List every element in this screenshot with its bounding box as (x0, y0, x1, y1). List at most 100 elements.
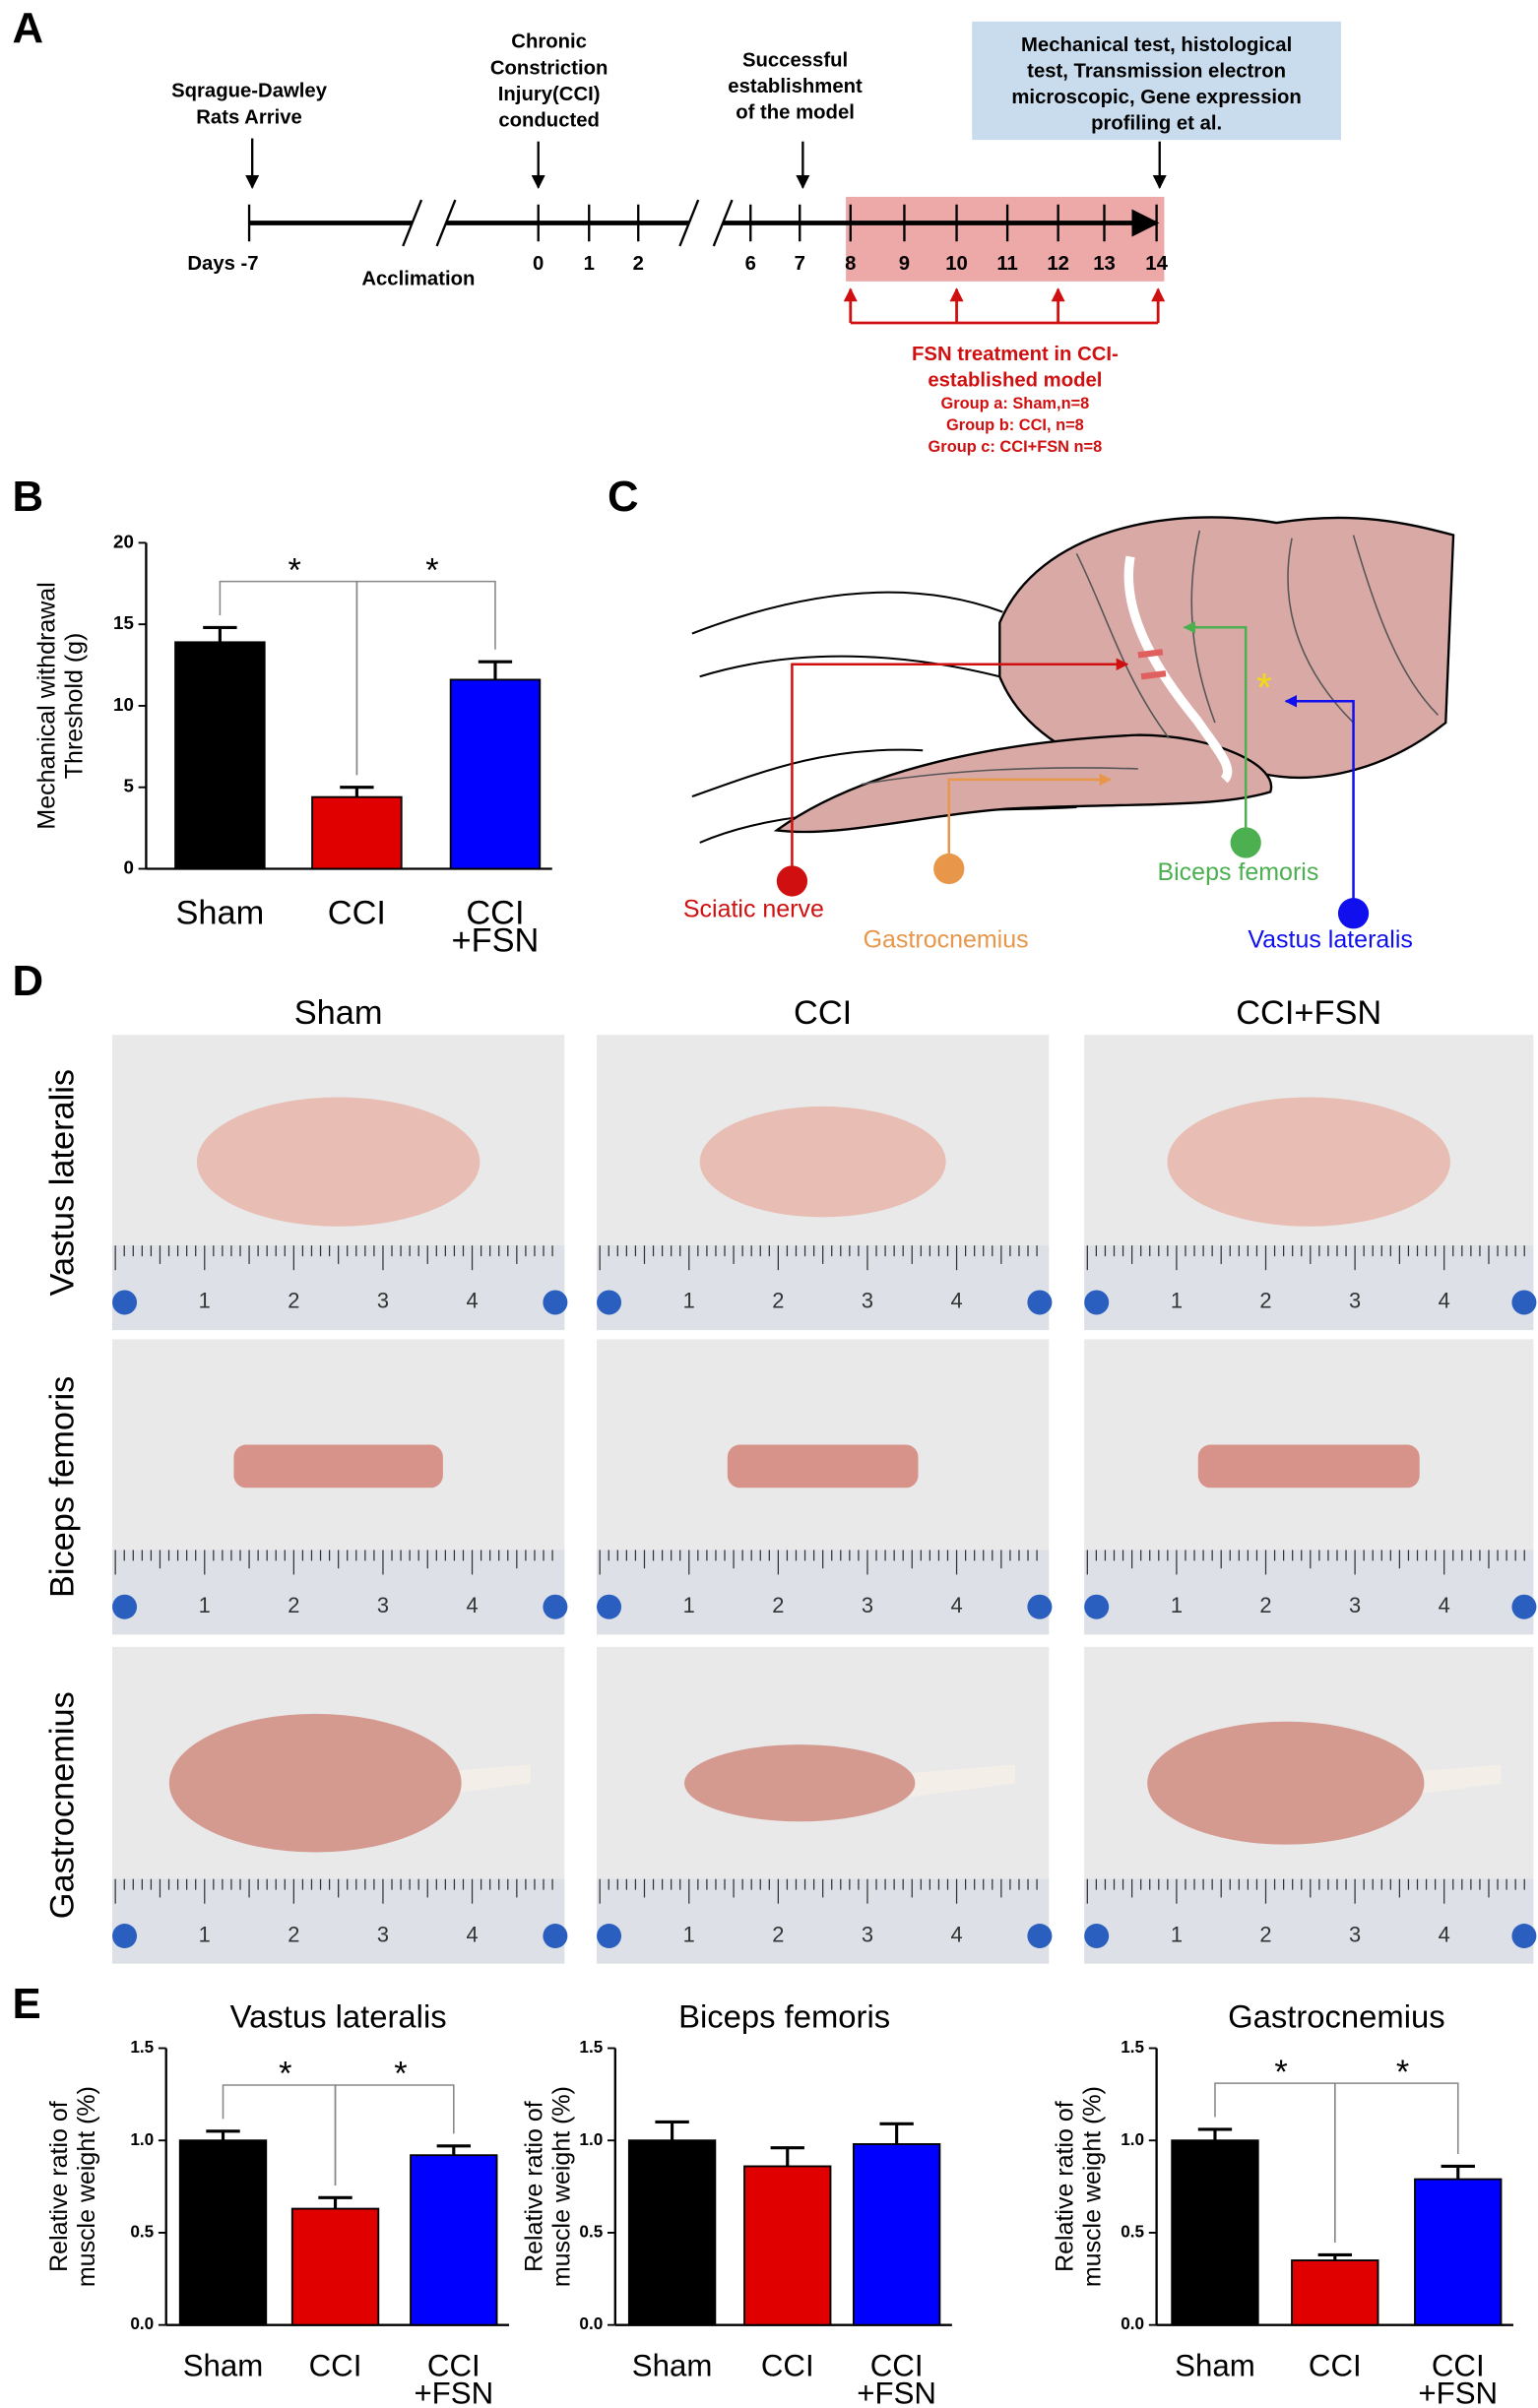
ruler-label: 2 (772, 1593, 784, 1617)
ruler-label: 2 (1259, 1593, 1271, 1617)
bar (1171, 2139, 1259, 2326)
error-bar (203, 625, 237, 643)
x-tick-label: Sham (176, 894, 265, 931)
panel-label: D (13, 957, 44, 1005)
x-tick-label: CCI (761, 2349, 814, 2383)
anatomy-label: Vastus lateralis (1248, 926, 1413, 954)
x-tick-label: CCI +FSN (1418, 2349, 1498, 2408)
ruler-label: 3 (377, 1289, 389, 1313)
y-tick-label: 10 (113, 694, 134, 715)
ruler-mark (1511, 1594, 1537, 1619)
ruler-label: 3 (862, 1289, 873, 1313)
ruler-label: 1 (1171, 1593, 1183, 1617)
ruler-label: 4 (1439, 1289, 1450, 1313)
tendon (899, 1764, 1015, 1799)
error-bar (1197, 2127, 1233, 2141)
panel-label: E (13, 1980, 41, 2028)
ruler-label: 1 (683, 1289, 695, 1313)
bar (852, 2143, 941, 2326)
anatomy-drawing: * (691, 516, 1455, 929)
ruler-label: 4 (466, 1922, 478, 1946)
ruler (1084, 1245, 1534, 1331)
ruler-mark (543, 1290, 568, 1315)
ruler-label: 1 (683, 1593, 695, 1617)
period-label: Acclimation (361, 269, 475, 290)
muscle (1167, 1097, 1450, 1227)
ruler-label: 3 (1349, 1593, 1361, 1617)
significance-label: * (394, 2056, 407, 2093)
significance-label: * (425, 551, 438, 589)
significance-label: * (1274, 2054, 1287, 2091)
day-label: Days -7 (187, 253, 258, 275)
ruler-label: 4 (466, 1289, 478, 1313)
error-bar (879, 2122, 914, 2144)
ruler-label: 1 (683, 1922, 695, 1946)
y-tick-label: 0.5 (1121, 2221, 1144, 2241)
photo: 1 2 3 4 (597, 1035, 1053, 1331)
column-header: Sham (294, 994, 383, 1032)
y-axis-label: Relative ratio ofmuscle weight (%) (520, 2086, 575, 2287)
x-tick-label: CCI (1309, 2349, 1362, 2383)
bar (449, 678, 542, 870)
error-bar (340, 786, 374, 797)
ruler (1084, 1550, 1534, 1635)
day-label: 9 (899, 253, 910, 275)
chart-title: Vastus lateralis (230, 1998, 447, 2035)
x-tick-label: Sham (632, 2349, 713, 2383)
y-tick-label: 1.0 (1121, 2129, 1144, 2149)
x-tick-label: CCI +FSN (857, 2349, 936, 2408)
ruler-mark (112, 1290, 138, 1315)
muscle (684, 1744, 916, 1822)
photo: 1 2 3 4 (112, 1339, 568, 1635)
error-bar (1441, 2164, 1475, 2180)
y-tick-label: 0.5 (579, 2221, 603, 2241)
ruler-label: 3 (1349, 1289, 1361, 1313)
ruler-label: 2 (772, 1922, 784, 1946)
ruler-label: 4 (950, 1922, 962, 1946)
x-tick-label: CCI (328, 894, 386, 931)
ruler-label: 3 (377, 1593, 389, 1617)
x-tick-label: Sham (183, 2349, 264, 2383)
ruler-label: 1 (1171, 1922, 1183, 1946)
error-bar (436, 2144, 471, 2156)
muscle (168, 1713, 462, 1853)
ruler (1084, 1878, 1534, 1964)
panel-label: B (13, 473, 44, 521)
ruler-label: 2 (772, 1289, 784, 1313)
y-tick-label: 0.0 (130, 2313, 154, 2333)
ruler-mark (1027, 1594, 1053, 1619)
ruler-mark (1027, 1290, 1053, 1315)
day-label: 14 (1145, 253, 1168, 275)
ruler-mark (597, 1594, 622, 1619)
ruler-label: 1 (1171, 1289, 1183, 1313)
day-label: 10 (945, 253, 968, 275)
photo: 1 2 3 4 (597, 1339, 1053, 1635)
column-header: CCI (794, 994, 852, 1032)
ruler-label: 4 (466, 1593, 478, 1617)
y-tick-label: 1.0 (130, 2129, 154, 2149)
bar (743, 2165, 832, 2326)
y-tick-label: 0.0 (579, 2313, 603, 2333)
ruler-mark (1511, 1923, 1537, 1948)
y-tick-label: 20 (113, 531, 134, 551)
y-tick-label: 0.0 (1121, 2313, 1144, 2333)
significance-bracket (355, 580, 496, 776)
treatment-period (846, 196, 1165, 282)
error-bar (1317, 2252, 1352, 2261)
ruler-mark (112, 1594, 138, 1619)
ruler-mark (597, 1290, 622, 1315)
ruler-label: 3 (377, 1922, 389, 1946)
day-label: 13 (1093, 253, 1116, 275)
ruler-label: 2 (1259, 1922, 1271, 1946)
y-tick-label: 1.5 (1121, 2037, 1144, 2057)
significance-label: * (279, 2056, 291, 2093)
bar (1291, 2259, 1379, 2326)
anatomy-label: Gastrocnemius (864, 926, 1029, 954)
group-label: Group a: Sham,n=8 (941, 395, 1090, 412)
y-tick-label: 1.5 (130, 2037, 154, 2057)
photo: 1 2 3 4 (112, 1646, 568, 1964)
error-bar (478, 660, 513, 680)
group-label: Group c: CCI+FSN n=8 (929, 438, 1103, 456)
muscle (196, 1097, 481, 1227)
